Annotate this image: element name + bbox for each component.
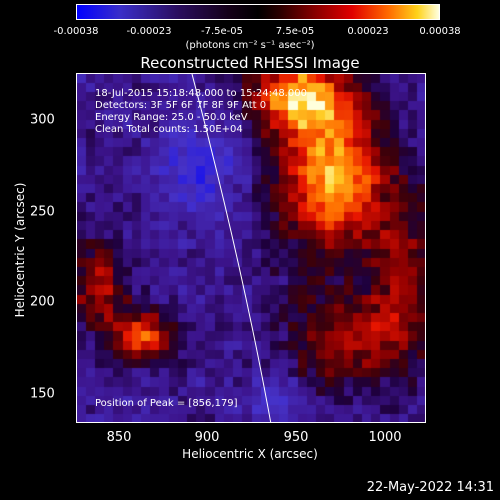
colorbar-tick: -0.00023 [126,26,172,37]
colorbar-tick: 0.00023 [347,26,389,37]
y-tick-label: 300 [30,112,55,128]
annotation-detectors: Detectors: 3F 5F 6F 7F 8F 9F Att 0 [95,100,267,111]
solar-limb-line [191,74,272,422]
footer-date: 22-May-2022 14:31 [366,480,494,495]
annotation-time: 18-Jul-2015 15:18:48.000 to 15:24:48.000 [95,88,307,99]
x-tick-label: 900 [194,430,220,445]
colorbar-tick: 7.5e-05 [275,26,315,37]
chart-title: Reconstructed RHESSI Image [140,54,360,72]
colorbar [76,4,440,20]
x-tick-label: 950 [283,430,309,445]
colorbar-tick: -7.5e-05 [201,26,243,37]
heatmap-image [77,74,425,422]
annotation-energy: Energy Range: 25.0 - 50.0 keV [95,112,248,123]
x-axis-label: Heliocentric X (arcsec) [182,447,318,461]
colorbar-unit: (photons cm⁻² s⁻¹ asec⁻²) [185,40,315,51]
plot-area [76,73,426,423]
x-tick-label: 850 [106,430,132,445]
y-axis-label: Heliocentric Y (arcsec) [13,182,27,318]
y-tick-label: 200 [30,294,55,310]
annotation-method: Clean Total counts: 1.50E+04 [95,124,243,135]
colorbar-tick: -0.00038 [53,26,99,37]
annotation-peak: Position of Peak = [856,179] [95,398,238,409]
x-tick-label: 1000 [368,430,402,445]
y-tick-label: 150 [30,386,55,402]
colorbar-tick: 0.00038 [419,26,461,37]
y-tick-label: 250 [30,204,55,220]
